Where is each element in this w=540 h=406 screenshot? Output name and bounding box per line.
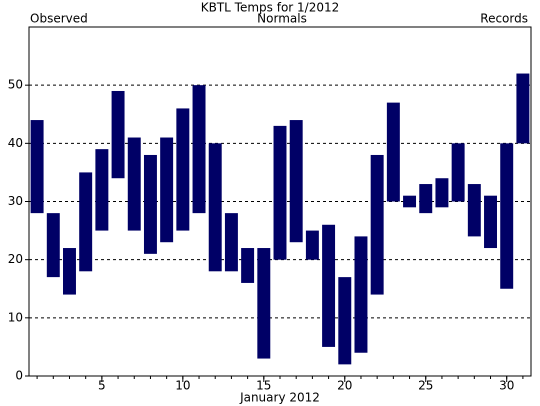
chart-title: KBTL Temps for 1/2012 bbox=[201, 1, 340, 15]
bar bbox=[273, 125, 287, 260]
bar bbox=[305, 230, 319, 260]
y-tick-label: 40 bbox=[8, 136, 23, 150]
y-tick-label: 10 bbox=[8, 310, 23, 324]
bar bbox=[127, 137, 141, 231]
bar bbox=[192, 85, 206, 214]
bar bbox=[322, 224, 336, 347]
y-tick-label: 30 bbox=[8, 194, 23, 208]
bar bbox=[257, 248, 271, 359]
bar bbox=[516, 73, 530, 144]
legend-observed: Observed bbox=[30, 12, 88, 26]
x-tick-label: 25 bbox=[418, 379, 433, 393]
bar bbox=[79, 172, 93, 272]
y-tick-label: 0 bbox=[15, 369, 23, 383]
bar bbox=[467, 184, 481, 237]
bar bbox=[241, 248, 255, 283]
bar bbox=[46, 213, 60, 278]
bar bbox=[160, 137, 174, 243]
bar bbox=[386, 102, 400, 202]
x-tick-label: 30 bbox=[499, 379, 514, 393]
bar bbox=[435, 178, 449, 208]
x-tick-label: 20 bbox=[337, 379, 352, 393]
x-axis-label: January 2012 bbox=[239, 391, 320, 405]
bar bbox=[176, 108, 190, 231]
x-tick-label: 10 bbox=[175, 379, 190, 393]
x-tick-label: 5 bbox=[98, 379, 106, 393]
plot-frame bbox=[28, 26, 532, 377]
bar bbox=[338, 277, 352, 365]
bar bbox=[370, 154, 384, 295]
bar bbox=[208, 143, 222, 272]
y-tick-label: 50 bbox=[8, 78, 23, 92]
bar bbox=[500, 143, 514, 289]
bar bbox=[111, 90, 125, 179]
bar bbox=[224, 213, 238, 272]
bar bbox=[403, 195, 417, 208]
bar bbox=[143, 154, 157, 254]
y-tick-label: 20 bbox=[8, 252, 23, 266]
bar bbox=[484, 195, 497, 249]
bar bbox=[63, 248, 76, 295]
bar bbox=[95, 149, 109, 231]
legend-records: Records bbox=[480, 12, 528, 26]
bar bbox=[354, 236, 368, 353]
bar bbox=[451, 143, 465, 202]
x-tick-label: 15 bbox=[256, 379, 271, 393]
bar bbox=[419, 184, 433, 214]
bar bbox=[289, 120, 303, 243]
bar bbox=[30, 120, 44, 214]
legend-normals: Normals bbox=[257, 12, 307, 26]
